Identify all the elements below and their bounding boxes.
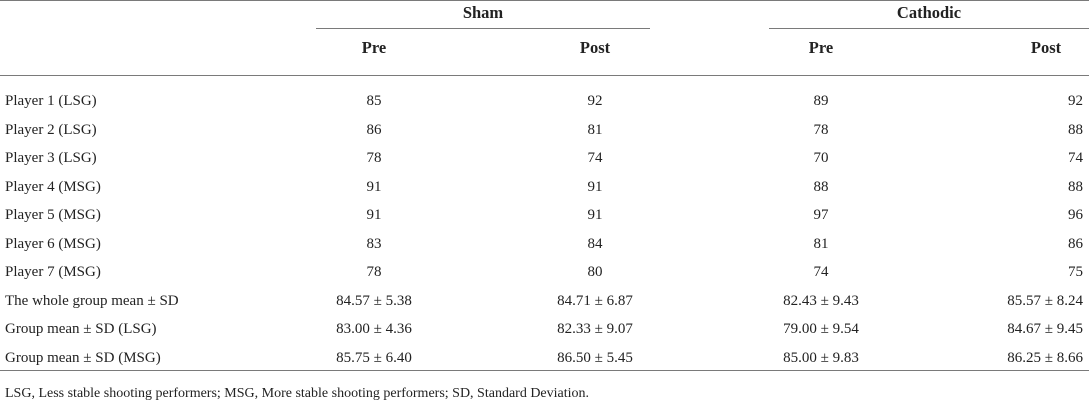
- table-cell: 81: [587, 122, 603, 138]
- table-footnote: LSG, Less stable shooting performers; MS…: [5, 386, 590, 401]
- table-cell: 78: [366, 150, 382, 166]
- row-label: Player 1 (LSG): [5, 93, 97, 109]
- sham-post-header: Post: [579, 38, 611, 57]
- table-cell: 88: [1068, 179, 1083, 195]
- table-cell: 85.00 ± 9.83: [783, 350, 859, 366]
- table-cell: 84.67 ± 9.45: [1007, 321, 1083, 337]
- row-label: The whole group mean ± SD: [5, 293, 179, 309]
- cathodic-post-header: Post: [1030, 38, 1062, 57]
- sham-header-rule: [316, 28, 650, 29]
- table-cell: 84.71 ± 6.87: [557, 293, 633, 309]
- table-cell: 74: [813, 264, 829, 280]
- table-cell: 74: [587, 150, 603, 166]
- table-cell: 79.00 ± 9.54: [783, 321, 859, 337]
- table-cell: 91: [587, 179, 603, 195]
- row-label: Player 3 (LSG): [5, 150, 97, 166]
- table-cell: 84.57 ± 5.38: [336, 293, 412, 309]
- table-cell: 85.57 ± 8.24: [1007, 293, 1083, 309]
- table-cell: 81: [813, 236, 829, 252]
- table-cell: 75: [1068, 264, 1083, 280]
- table-cell: 92: [587, 93, 603, 109]
- table-cell: 89: [813, 93, 829, 109]
- row-label: Player 6 (MSG): [5, 236, 101, 252]
- row-label: Group mean ± SD (MSG): [5, 350, 161, 366]
- table-cell: 70: [813, 150, 829, 166]
- table-cell: 88: [813, 179, 829, 195]
- table-cell: 91: [587, 207, 603, 223]
- table-cell: 91: [366, 179, 382, 195]
- table-cell: 84: [587, 236, 603, 252]
- table-cell: 74: [1068, 150, 1083, 166]
- table-cell: 88: [1068, 122, 1083, 138]
- cathodic-pre-header: Pre: [808, 38, 834, 57]
- table-bottom-rule: [0, 370, 1089, 371]
- group-header-sham: Sham: [462, 3, 504, 22]
- table-cell: 92: [1068, 93, 1083, 109]
- table-top-rule: [0, 0, 1089, 1]
- table-cell: 86: [1068, 236, 1083, 252]
- header-bottom-rule: [0, 75, 1089, 76]
- row-label: Player 2 (LSG): [5, 122, 97, 138]
- table-cell: 78: [813, 122, 829, 138]
- row-label: Player 5 (MSG): [5, 207, 101, 223]
- table-cell: 78: [366, 264, 382, 280]
- sham-pre-header: Pre: [361, 38, 387, 57]
- table-cell: 86.50 ± 5.45: [557, 350, 633, 366]
- table-cell: 82.33 ± 9.07: [557, 321, 633, 337]
- table-cell: 86: [366, 122, 382, 138]
- table-cell: 85.75 ± 6.40: [336, 350, 412, 366]
- table-cell: 80: [587, 264, 603, 280]
- table-cell: 85: [366, 93, 382, 109]
- table-cell: 97: [813, 207, 829, 223]
- row-label: Group mean ± SD (LSG): [5, 321, 157, 337]
- table-cell: 86.25 ± 8.66: [1007, 350, 1083, 366]
- row-label: Player 4 (MSG): [5, 179, 101, 195]
- table-cell: 82.43 ± 9.43: [783, 293, 859, 309]
- table-cell: 83: [366, 236, 382, 252]
- table-cell: 96: [1068, 207, 1083, 223]
- cathodic-header-rule: [769, 28, 1089, 29]
- group-header-cathodic: Cathodic: [896, 3, 962, 22]
- row-label: Player 7 (MSG): [5, 264, 101, 280]
- table-cell: 91: [366, 207, 382, 223]
- table-cell: 83.00 ± 4.36: [336, 321, 412, 337]
